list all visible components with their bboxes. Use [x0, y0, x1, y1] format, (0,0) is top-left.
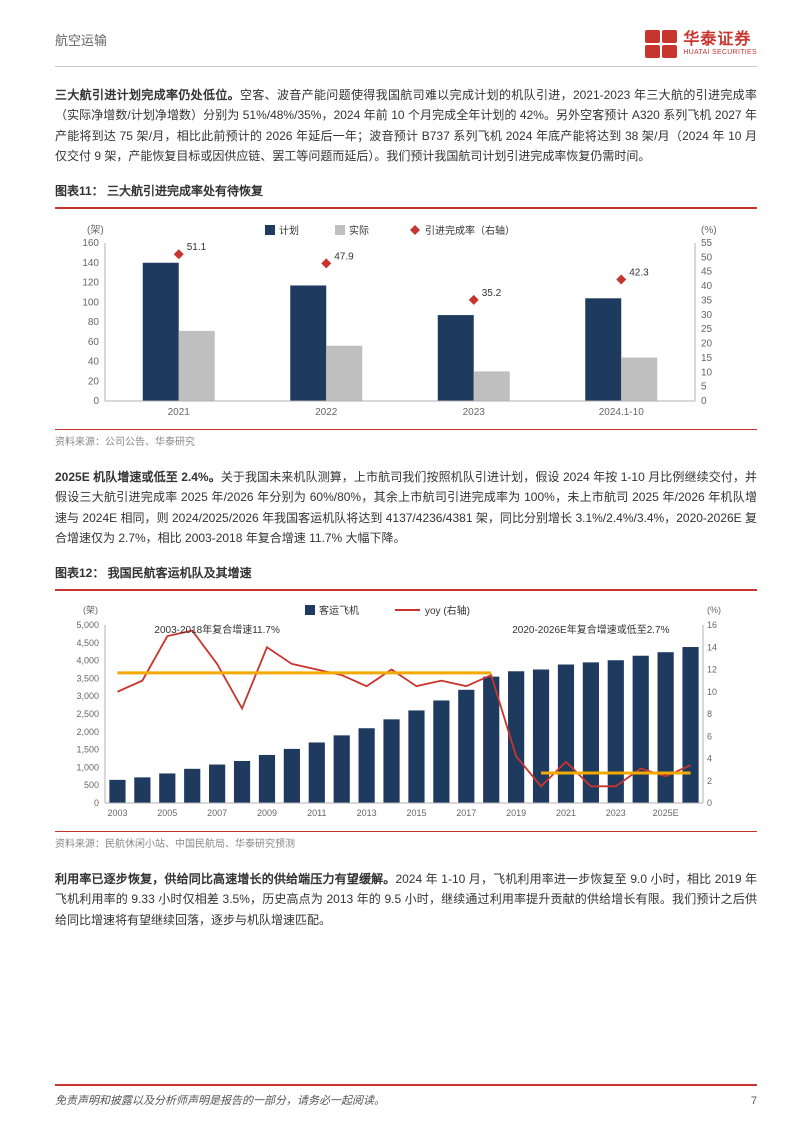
svg-text:140: 140: [82, 258, 99, 269]
chart2-source: 资料来源：民航休闲小站、中国民航局、华泰研究预测: [55, 836, 757, 853]
chart1-box: 0 20 40 60 80 100 120 140 160 0 5 10 15 20 25 30 35 40 45 5…: [55, 207, 757, 430]
svg-text:10: 10: [701, 367, 713, 378]
logo-icon: [645, 30, 677, 58]
chart2-svg: 0 500 1,000 1,500 2,000 2,500 3,000 3,500 4,000 4…: [55, 597, 745, 827]
svg-text:(架): (架): [87, 224, 104, 236]
svg-text:2020-2026E年复合增速或低至2.7%: 2020-2026E年复合增速或低至2.7%: [512, 623, 669, 636]
svg-text:6: 6: [707, 731, 712, 741]
svg-text:80: 80: [88, 317, 100, 328]
svg-text:客运飞机: 客运飞机: [319, 604, 359, 617]
svg-text:4,500: 4,500: [76, 638, 99, 648]
svg-text:100: 100: [82, 297, 99, 308]
svg-text:40: 40: [701, 281, 713, 292]
logo-cn: 华泰证券: [683, 31, 757, 49]
svg-text:45: 45: [701, 267, 713, 278]
svg-text:16: 16: [707, 620, 717, 630]
svg-text:30: 30: [701, 310, 713, 321]
svg-text:35: 35: [701, 295, 713, 306]
svg-text:2,000: 2,000: [76, 727, 99, 737]
svg-text:1,500: 1,500: [76, 745, 99, 755]
svg-text:47.9: 47.9: [334, 251, 354, 262]
svg-text:42.3: 42.3: [629, 267, 649, 278]
paragraph-3: 利用率已逐步恢复，供给同比高速增长的供给端压力有望缓解。2024 年 1-10 …: [55, 869, 757, 930]
page-footer: 免责声明和披露以及分析师声明是报告的一部分，请务必一起阅读。 7: [55, 1084, 757, 1111]
svg-text:15: 15: [701, 353, 713, 364]
page-header: 航空运输 华泰证券 HUATAI SECURITIES: [55, 30, 757, 67]
svg-text:4,000: 4,000: [76, 656, 99, 666]
header-section: 航空运输: [55, 30, 107, 52]
page-number: 7: [751, 1092, 757, 1111]
svg-text:10: 10: [707, 687, 717, 697]
svg-text:0: 0: [94, 798, 99, 808]
svg-text:2023: 2023: [463, 407, 486, 418]
svg-text:500: 500: [84, 780, 99, 790]
svg-text:4: 4: [707, 753, 712, 763]
svg-text:2021: 2021: [556, 808, 576, 818]
svg-text:0: 0: [707, 798, 712, 808]
footer-disclaimer: 免责声明和披露以及分析师声明是报告的一部分，请务必一起阅读。: [55, 1092, 385, 1111]
svg-text:0: 0: [93, 396, 99, 407]
svg-text:2013: 2013: [357, 808, 377, 818]
svg-text:2019: 2019: [506, 808, 526, 818]
svg-text:(%): (%): [701, 225, 717, 236]
svg-text:2005: 2005: [157, 808, 177, 818]
svg-text:实际: 实际: [349, 224, 369, 237]
chart1-source: 资料来源：公司公告、华泰研究: [55, 434, 757, 451]
svg-text:计划: 计划: [279, 224, 299, 237]
svg-text:8: 8: [707, 709, 712, 719]
svg-text:50: 50: [701, 252, 713, 263]
para3-lead: 利用率已逐步恢复，供给同比高速增长的供给端压力有望缓解。: [55, 872, 395, 886]
svg-text:120: 120: [82, 277, 99, 288]
svg-text:35.2: 35.2: [482, 288, 502, 299]
svg-text:5: 5: [701, 382, 707, 393]
paragraph-1: 三大航引进计划完成率仍处低位。空客、波音产能问题使得我国航司难以完成计划的机队引…: [55, 85, 757, 167]
svg-text:2023: 2023: [606, 808, 626, 818]
svg-text:60: 60: [88, 337, 100, 348]
svg-text:2015: 2015: [406, 808, 426, 818]
svg-text:20: 20: [88, 376, 100, 387]
svg-text:2017: 2017: [456, 808, 476, 818]
logo-en: HUATAI SECURITIES: [683, 49, 757, 57]
svg-text:3,000: 3,000: [76, 691, 99, 701]
para1-lead: 三大航引进计划完成率仍处低位。: [55, 88, 240, 102]
svg-text:160: 160: [82, 238, 99, 249]
svg-text:引进完成率（右轴）: 引进完成率（右轴）: [425, 224, 515, 237]
svg-text:1,000: 1,000: [76, 762, 99, 772]
svg-text:2021: 2021: [168, 407, 191, 418]
svg-text:14: 14: [707, 642, 717, 652]
svg-text:51.1: 51.1: [187, 242, 207, 253]
svg-text:20: 20: [701, 338, 713, 349]
svg-text:25: 25: [701, 324, 713, 335]
svg-text:2009: 2009: [257, 808, 277, 818]
svg-text:(架): (架): [83, 605, 98, 615]
svg-text:yoy (右轴): yoy (右轴): [425, 604, 470, 617]
chart1-title: 图表11： 三大航引进完成率处有待恢复: [55, 181, 757, 201]
svg-text:2003: 2003: [107, 808, 127, 818]
svg-text:55: 55: [701, 238, 713, 249]
svg-text:0: 0: [701, 396, 707, 407]
svg-text:3,500: 3,500: [76, 673, 99, 683]
svg-text:12: 12: [707, 664, 717, 674]
para2-lead: 2025E 机队增速或低至 2.4%。: [55, 470, 221, 484]
svg-text:2007: 2007: [207, 808, 227, 818]
svg-text:2022: 2022: [315, 407, 338, 418]
chart1-svg: 0 20 40 60 80 100 120 140 160 0 5 10 15 20 25 30 35 40 45 5…: [55, 215, 745, 425]
logo-text: 华泰证券 HUATAI SECURITIES: [683, 31, 757, 56]
svg-text:2003-2018年复合增速11.7%: 2003-2018年复合增速11.7%: [154, 623, 280, 636]
svg-text:2024.1-10: 2024.1-10: [599, 407, 644, 418]
chart2-box: 0 500 1,000 1,500 2,000 2,500 3,000 3,500 4,000 4…: [55, 589, 757, 832]
svg-text:2,500: 2,500: [76, 709, 99, 719]
svg-text:2025E: 2025E: [653, 808, 679, 818]
svg-text:40: 40: [88, 356, 100, 367]
svg-text:5,000: 5,000: [76, 620, 99, 630]
svg-text:(%): (%): [707, 605, 721, 615]
svg-text:2011: 2011: [307, 808, 326, 818]
brand-logo: 华泰证券 HUATAI SECURITIES: [645, 30, 757, 58]
chart2-title: 图表12： 我国民航客运机队及其增速: [55, 563, 757, 583]
paragraph-2: 2025E 机队增速或低至 2.4%。关于我国未来机队测算，上市航司我们按照机队…: [55, 467, 757, 549]
svg-text:2: 2: [707, 776, 712, 786]
